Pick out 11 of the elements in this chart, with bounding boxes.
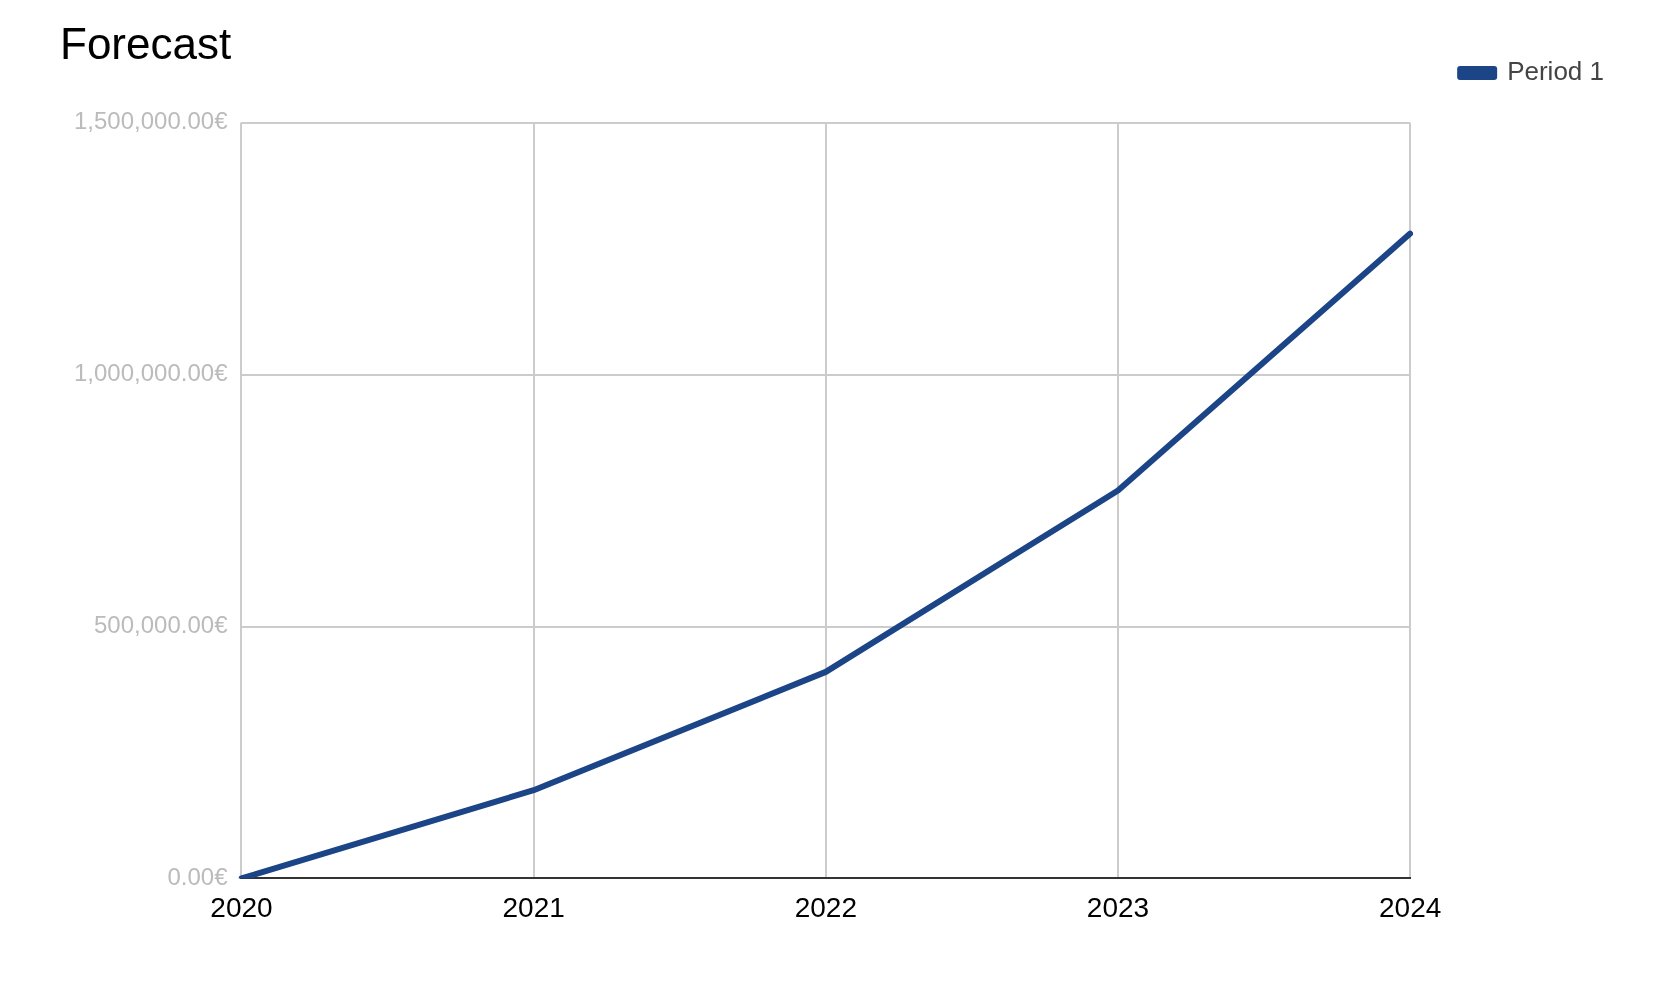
x-tick-label: 2021 (502, 891, 565, 923)
y-tick-label: 1,500,000.00€ (74, 107, 229, 135)
y-tick-label: 1,000,000.00€ (74, 359, 229, 387)
y-tick-label: 0.00€ (167, 863, 229, 891)
x-tick-label: 2020 (210, 891, 273, 923)
x-tick-label: 2024 (1379, 891, 1442, 923)
chart-title: Forecast (60, 18, 232, 68)
y-tick-label: 500,000.00€ (94, 611, 229, 639)
x-tick-label: 2023 (1086, 891, 1150, 923)
legend-label: Period 1 (1507, 56, 1604, 87)
x-tick-label: 2022 (794, 891, 857, 923)
